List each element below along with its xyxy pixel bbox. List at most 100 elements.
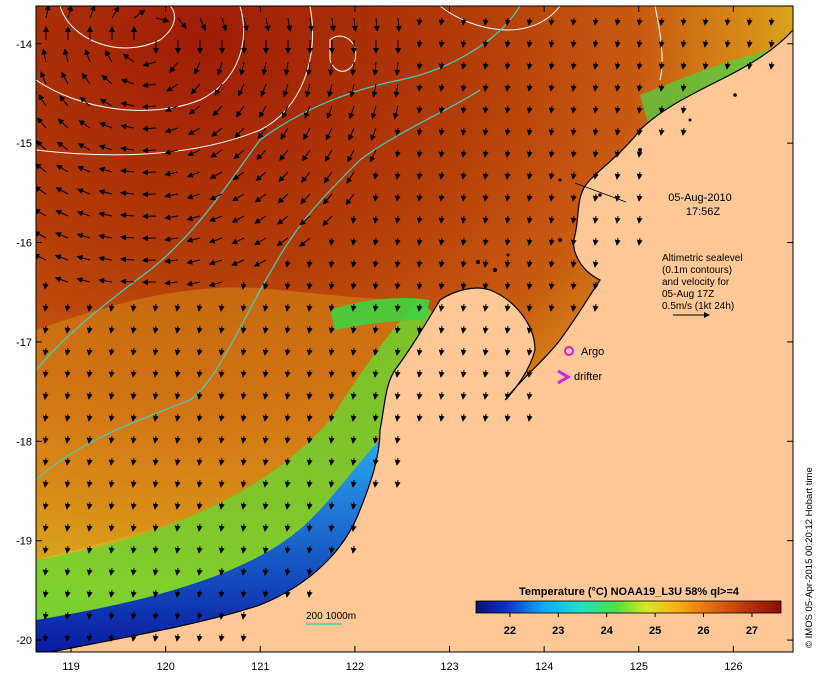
plot-frame — [35, 5, 794, 653]
velocity-arrow — [218, 523, 225, 532]
velocity-arrow — [416, 303, 423, 312]
velocity-arrow — [196, 501, 203, 510]
velocity-arrow — [592, 259, 599, 268]
velocity-arrow — [636, 17, 643, 26]
velocity-arrow — [526, 303, 533, 312]
velocity-arrow — [231, 215, 245, 223]
velocity-arrow — [240, 281, 247, 290]
velocity-arrow — [38, 94, 47, 107]
velocity-arrow — [196, 303, 203, 312]
velocity-arrow — [36, 208, 47, 217]
velocity-arrow — [174, 589, 181, 598]
velocity-arrow — [130, 501, 137, 510]
velocity-arrow — [101, 74, 113, 85]
velocity-arrow — [259, 105, 267, 119]
velocity-arrow — [108, 479, 115, 488]
velocity-arrow — [86, 457, 93, 466]
velocity-arrow — [240, 457, 247, 466]
velocity-arrow — [86, 369, 93, 378]
colorbar-tick-label: 26 — [697, 625, 709, 637]
velocity-arrow — [196, 457, 203, 466]
velocity-arrow — [306, 435, 313, 444]
velocity-arrow — [303, 127, 311, 141]
velocity-arrow — [120, 145, 135, 152]
velocity-arrow — [416, 193, 423, 202]
velocity-arrow — [276, 237, 289, 247]
velocity-arrow — [284, 523, 291, 532]
velocity-arrow — [262, 369, 269, 378]
y-tick-label: -14 — [16, 39, 32, 51]
velocity-arrow — [526, 281, 533, 290]
velocity-arrow — [372, 193, 379, 202]
velocity-arrow — [262, 281, 269, 290]
velocity-arrow — [438, 237, 445, 246]
date-label: 05-Aug-2010 — [668, 192, 732, 204]
velocity-arrow — [526, 39, 533, 48]
velocity-arrow — [372, 391, 379, 400]
velocity-arrow — [86, 567, 93, 576]
velocity-arrow — [284, 457, 291, 466]
velocity-arrow — [64, 501, 71, 510]
velocity-arrow — [482, 105, 489, 114]
velocity-arrow — [504, 237, 511, 246]
velocity-arrow — [76, 210, 91, 217]
velocity-arrow — [111, 6, 120, 19]
velocity-arrow — [350, 435, 357, 444]
velocity-arrow — [372, 457, 379, 466]
velocity-arrow — [208, 237, 223, 244]
velocity-arrow — [325, 127, 333, 141]
altimetry-note-line3: and velocity for — [662, 277, 730, 288]
velocity-arrow — [416, 391, 423, 400]
velocity-arrow — [371, 83, 378, 98]
y-tick-label: -19 — [16, 536, 32, 548]
velocity-arrow — [255, 171, 267, 182]
velocity-arrow — [279, 149, 289, 161]
drifter-label: drifter — [574, 371, 602, 383]
velocity-arrow — [240, 501, 247, 510]
velocity-arrow — [526, 171, 533, 180]
velocity-arrow — [130, 303, 137, 312]
velocity-arrow — [350, 457, 357, 466]
velocity-arrow — [42, 545, 49, 554]
velocity-arrow — [592, 83, 599, 92]
velocity-arrow — [570, 149, 577, 158]
velocity-arrow — [256, 149, 267, 161]
velocity-arrow — [768, 39, 775, 48]
velocity-arrow — [77, 143, 91, 151]
velocity-arrow — [262, 347, 269, 356]
velocity-arrow — [174, 611, 181, 620]
velocity-arrow — [636, 39, 643, 48]
y-tick-label: -16 — [16, 238, 32, 250]
velocity-arrow — [108, 369, 115, 378]
velocity-arrow — [108, 413, 115, 422]
velocity-arrow — [526, 259, 533, 268]
velocity-arrow — [724, 61, 731, 70]
velocity-arrow — [130, 589, 137, 598]
velocity-arrow — [64, 457, 71, 466]
velocity-arrow — [570, 281, 577, 290]
velocity-arrow — [328, 347, 335, 356]
velocity-arrow — [306, 567, 313, 576]
velocity-arrow — [323, 171, 333, 184]
velocity-arrow — [301, 171, 311, 183]
velocity-arrow — [186, 171, 201, 178]
velocity-arrow — [526, 149, 533, 158]
velocity-arrow — [208, 259, 223, 266]
velocity-arrow — [57, 118, 69, 129]
velocity-arrow — [196, 589, 203, 598]
credit-text: © IMOS 05-Apr-2015 00:20:12 Hobart time — [804, 467, 815, 648]
velocity-arrow — [196, 325, 203, 334]
velocity-arrow — [350, 237, 357, 246]
velocity-arrow — [86, 435, 93, 444]
velocity-arrow — [393, 83, 400, 98]
velocity-arrow — [218, 369, 225, 378]
velocity-arrow — [394, 435, 401, 444]
velocity-arrow — [548, 281, 555, 290]
velocity-arrow — [394, 259, 401, 268]
velocity-arrow — [242, 17, 249, 32]
velocity-arrow — [394, 171, 401, 180]
velocity-arrow — [438, 281, 445, 290]
velocity-arrow — [152, 325, 159, 334]
velocity-arrow — [350, 391, 357, 400]
velocity-arrow — [324, 149, 333, 162]
